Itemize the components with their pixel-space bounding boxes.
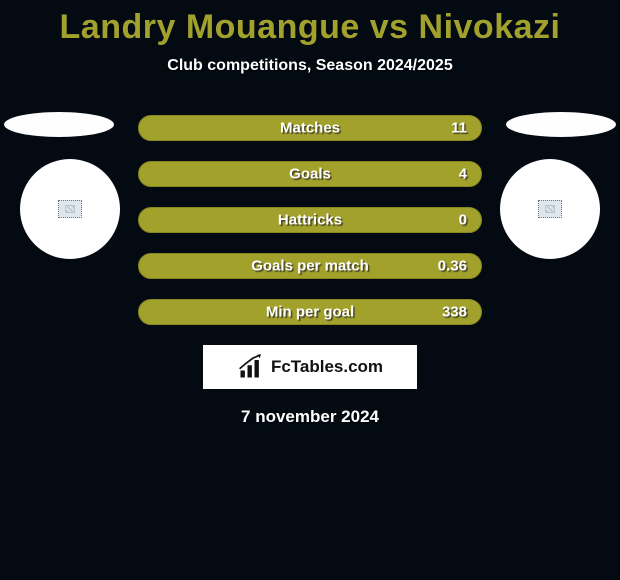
player-right-flag-icon <box>538 200 562 218</box>
stat-bar-matches: Matches 11 <box>138 115 482 141</box>
stat-value: 0.36 <box>438 258 467 275</box>
page-title: Landry Mouangue vs Nivokazi <box>0 0 620 47</box>
brand-badge: FcTables.com <box>203 345 417 389</box>
stat-label: Matches <box>280 120 340 137</box>
stat-value: 0 <box>459 212 467 229</box>
stat-label: Goals per match <box>251 258 369 275</box>
brand-chart-icon <box>237 353 265 381</box>
player-left-avatar <box>20 159 120 259</box>
brand-name: FcTables.com <box>271 357 383 377</box>
stat-bar-min-per-goal: Min per goal 338 <box>138 299 482 325</box>
stat-label: Min per goal <box>266 304 354 321</box>
stat-value: 4 <box>459 166 467 183</box>
stat-bar-goals-per-match: Goals per match 0.36 <box>138 253 482 279</box>
date-text: 7 november 2024 <box>0 407 620 427</box>
stat-label: Hattricks <box>278 212 342 229</box>
player-left-shadow <box>4 112 114 137</box>
stat-bars: Matches 11 Goals 4 Hattricks 0 Goals per… <box>138 115 482 325</box>
subtitle: Club competitions, Season 2024/2025 <box>0 57 620 75</box>
player-left-flag-icon <box>58 200 82 218</box>
stat-bar-hattricks: Hattricks 0 <box>138 207 482 233</box>
player-right-avatar <box>500 159 600 259</box>
stat-value: 338 <box>442 304 467 321</box>
comparison-stage: Matches 11 Goals 4 Hattricks 0 Goals per… <box>0 115 620 325</box>
stat-bar-goals: Goals 4 <box>138 161 482 187</box>
brand-logo: FcTables.com <box>237 353 383 381</box>
player-right-shadow <box>506 112 616 137</box>
stat-value: 11 <box>451 120 467 137</box>
stat-label: Goals <box>289 166 331 183</box>
